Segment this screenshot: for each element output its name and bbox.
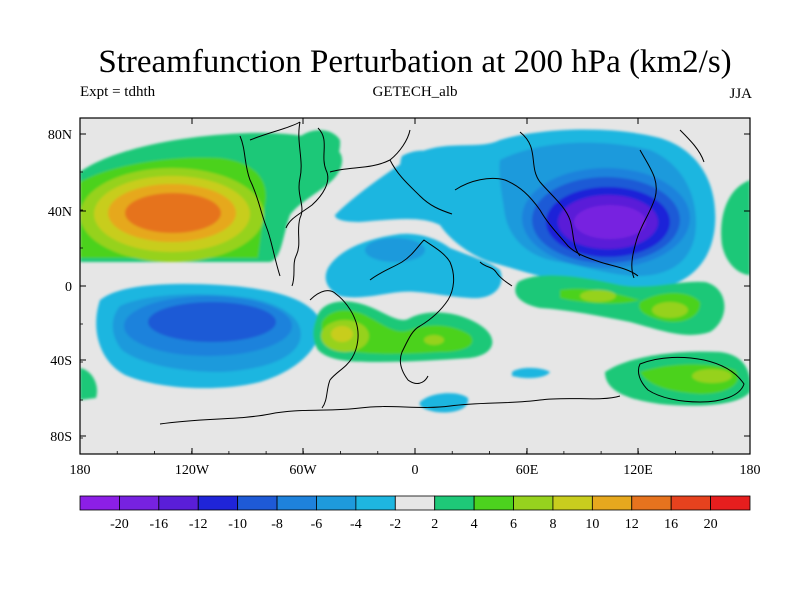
x-tick-label: 60W (289, 463, 317, 478)
coastline-south-america (309, 290, 359, 409)
coastline-antarctica (159, 395, 621, 425)
y-tick-label: 40S (50, 354, 72, 369)
axis-tick-layer: 80N 40N 0 40S 80S 180 120W 60W 0 60E 120E 180 (48, 118, 761, 478)
colorbar-swatch (237, 495, 278, 511)
field-south-pacific-low (96, 283, 321, 389)
coastlines (159, 121, 745, 425)
coastline-arctic-asia (679, 129, 705, 163)
x-tick-label: 180 (740, 463, 761, 478)
colorbar-label: -20 (110, 517, 129, 532)
colorbar-label: 2 (431, 517, 438, 532)
coastline-asia-south (454, 177, 639, 277)
field-west-edge-high (80, 368, 98, 400)
colorbar-swatch (631, 495, 672, 511)
colorbar: -20 -16 -12 -10 -8 -6 -4 -2 2 4 6 8 10 12 16 20 (79, 495, 751, 532)
colorbar-swatch (710, 495, 751, 511)
colorbar-label: 20 (704, 517, 718, 532)
colorbar-swatch (394, 495, 436, 511)
coastline-asia-east (631, 149, 657, 279)
colorbar-swatch (434, 495, 475, 511)
y-tick-label: 40N (48, 205, 72, 220)
colorbar-label: -2 (389, 517, 401, 532)
colorbar-swatch (79, 495, 120, 511)
season-label: JJA (729, 86, 752, 102)
field-australia-high (605, 351, 750, 406)
field-east-edge-high (721, 180, 750, 275)
colorbar-label: -4 (350, 517, 362, 532)
colorbar-swatch (591, 495, 633, 511)
colorbar-label: -6 (311, 517, 323, 532)
colorbar-label: 6 (510, 517, 517, 532)
y-tick-label: 80S (50, 430, 72, 445)
x-tick-label: 60E (516, 463, 539, 478)
colorbar-label: 4 (471, 517, 478, 532)
y-tick-label: 80N (48, 128, 72, 143)
contour-fill-layer (80, 129, 750, 413)
colorbar-swatch (197, 495, 239, 511)
colorbar-label: 8 (549, 517, 556, 532)
colorbar-swatch (670, 495, 711, 511)
colorbar-swatch (355, 495, 396, 511)
field-north-pacific-high (80, 132, 343, 262)
dataset-label: GETECH_alb (372, 84, 458, 100)
field-north-atlantic-high (288, 130, 341, 190)
plot-title: Streamfunction Perturbation at 200 hPa (… (98, 44, 732, 80)
coastline-asia-west (519, 131, 581, 257)
colorbar-swatch (473, 495, 514, 511)
coastline-europe (329, 129, 453, 215)
field-indian-ocean-high (515, 275, 725, 335)
colorbar-label: 12 (625, 517, 639, 532)
coastline-greenland (285, 127, 329, 229)
field-europe-low (400, 150, 447, 191)
coastline-north-america (249, 121, 303, 287)
coastline-north-america-west (239, 135, 281, 277)
colorbar-label: -10 (228, 517, 247, 532)
y-tick-label: 0 (65, 280, 72, 295)
x-tick-label: 120W (175, 463, 210, 478)
colorbar-label: -16 (149, 517, 168, 532)
x-tick-label: 180 (70, 463, 91, 478)
x-tick-label: 120E (623, 463, 653, 478)
coastline-africa (369, 239, 455, 384)
colorbar-label: 16 (664, 517, 678, 532)
colorbar-swatch (513, 495, 554, 511)
experiment-label: Expt = tdhth (80, 84, 156, 100)
colorbar-swatch (119, 495, 160, 511)
coastline-maritime (479, 261, 513, 287)
colorbar-swatch (276, 495, 317, 511)
colorbar-label: -12 (189, 517, 208, 532)
colorbar-label: 10 (585, 517, 599, 532)
x-tick-label: 0 (412, 463, 419, 478)
colorbar-swatch (552, 495, 593, 511)
coastline-australia (637, 356, 745, 403)
colorbar-label: -8 (271, 517, 283, 532)
field-south-indian-low (512, 367, 550, 379)
colorbar-swatch (158, 495, 199, 511)
colorbar-swatch (316, 495, 357, 511)
